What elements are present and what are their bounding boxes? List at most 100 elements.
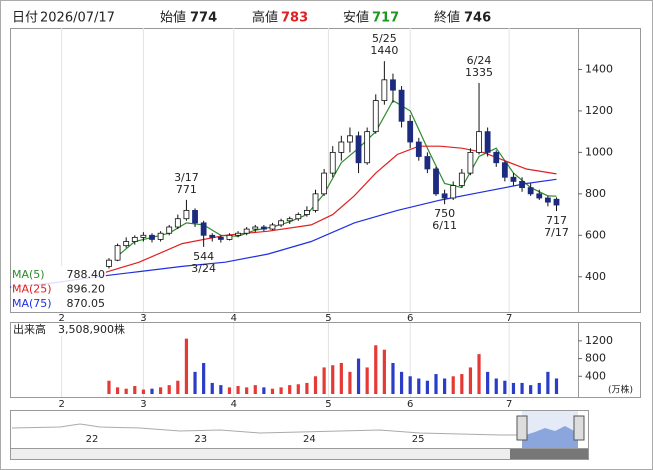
legend-name: MA(75) (12, 297, 52, 310)
volume-bar (468, 367, 473, 394)
y-tick-label: 1000 (585, 145, 613, 158)
candle-body (200, 222, 207, 236)
volume-bar (503, 380, 507, 394)
high-value: 783 (281, 11, 308, 26)
candle-body (106, 259, 112, 267)
volume-bar (374, 345, 378, 394)
candle-body (304, 210, 310, 215)
volume-bar (115, 387, 120, 394)
candle-body (390, 79, 396, 91)
candle-body (364, 131, 371, 164)
ma-line (104, 145, 557, 274)
annotation-value: 544 (193, 250, 214, 263)
volume-bar (443, 378, 447, 394)
navigator-handle-left[interactable] (516, 415, 528, 441)
candle-body (407, 120, 414, 143)
candle-body (286, 218, 293, 222)
volume-bar (511, 382, 516, 394)
navigator-handle-right[interactable] (573, 415, 585, 441)
x-tick-label: 5 (325, 399, 331, 410)
legend-value: 870.05 (67, 297, 106, 310)
candle-body (372, 100, 379, 133)
x-tick-label: 4 (231, 399, 237, 410)
volume-bar (202, 363, 206, 394)
volume-title-box (11, 323, 131, 336)
x-tick-label: 7 (506, 313, 512, 324)
candle-body (140, 234, 147, 238)
volume-title: 出来高 (13, 322, 46, 336)
legend-name: MA(5) (12, 268, 45, 281)
navigator-history (11, 423, 520, 436)
volume-bar (124, 388, 128, 394)
candle-body (355, 135, 362, 164)
candle-body (235, 232, 241, 236)
candle-body (243, 228, 250, 234)
volume-bar (537, 382, 541, 394)
volume-bar (219, 385, 223, 394)
volume-tick-label: 1200 (585, 334, 613, 347)
volume-bar (339, 363, 343, 394)
candle-body (278, 220, 284, 226)
x-tick-label: 4 (231, 313, 237, 324)
volume-bar (184, 338, 189, 394)
annotation-date: 7/17 (544, 226, 569, 239)
volume-bar (133, 386, 137, 394)
date-label: 日付 (12, 11, 38, 26)
volume-bar (270, 388, 275, 394)
y-tick-label: 400 (585, 270, 606, 283)
candle-body (269, 224, 276, 230)
candle-body (536, 193, 543, 199)
scrollbar-thumb[interactable] (510, 449, 588, 459)
candle-body (114, 245, 121, 261)
navigator-label: 23 (194, 434, 207, 445)
annotation-date: 3/24 (191, 262, 216, 275)
date-value: 2026/07/17 (40, 11, 115, 26)
candle-body (450, 185, 457, 199)
y-tick-label: 600 (585, 228, 606, 241)
candle-body (149, 234, 155, 240)
annotation-value: 717 (546, 214, 567, 227)
volume-bar (417, 378, 421, 394)
volume-bar (322, 367, 326, 394)
candle-body (484, 131, 491, 153)
high-label: 高値 (252, 10, 278, 26)
legend-name: MA(25) (12, 283, 52, 296)
volume-bar (486, 371, 490, 394)
x-tick-label: 2 (58, 313, 64, 324)
candle-body (217, 236, 224, 240)
candle-body (544, 197, 551, 203)
candle-body (381, 79, 388, 101)
candle-body (458, 172, 465, 186)
candle-body (424, 156, 431, 170)
candle-body (433, 168, 439, 195)
x-tick-label: 3 (140, 313, 146, 324)
candle-body (527, 187, 534, 195)
navigator-window-area (522, 426, 578, 448)
volume-unit: (万株) (608, 384, 633, 396)
x-tick-label: 7 (506, 399, 512, 410)
scrollbar[interactable] (10, 448, 589, 460)
volume-bar (356, 358, 361, 394)
candle-body (347, 135, 353, 143)
volume-bar (348, 371, 352, 394)
volume-bar (554, 378, 559, 394)
candle-body (493, 151, 500, 164)
candle-body (312, 193, 319, 211)
volume-tick-label: 400 (585, 369, 606, 382)
volume-bar (305, 382, 309, 394)
y-tick-label: 1200 (585, 104, 613, 117)
candle-body (501, 162, 508, 178)
volume-bar (331, 365, 335, 394)
open-label: 始値 (160, 10, 186, 26)
volume-bar (253, 385, 257, 394)
legend-box (11, 266, 106, 311)
candle-body (441, 193, 448, 199)
legend-value: 788.40 (67, 268, 106, 281)
volume-bar (460, 374, 464, 394)
volume-bar (529, 385, 533, 394)
annotation-value: 1440 (370, 44, 398, 57)
annotation-date: 6/24 (467, 54, 492, 67)
candle-body (338, 141, 345, 153)
volume-bar (279, 387, 283, 394)
